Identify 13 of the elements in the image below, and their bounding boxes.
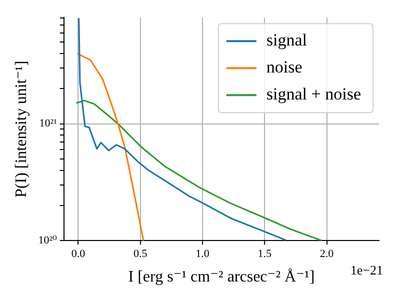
legend-label: noise [266,58,302,77]
y-tick-label: 10²⁰ [38,234,58,246]
legend-label: signal + noise [266,84,362,104]
x-tick-label: 1.0 [196,248,210,260]
y-axis-title: P(I) [intensity unit⁻¹] [12,60,30,198]
x-axis-title: I [erg s⁻¹ cm⁻² arcsec⁻² Å⁻¹] [128,268,315,286]
y-tick-label: 10²¹ [39,118,57,130]
text: 1e−21 [350,262,383,278]
x-tick-label: 2.0 [320,248,334,260]
x-tick-label: 0.0 [71,248,86,260]
legend-label: signal [266,30,308,50]
x-tick-label: 0.5 [133,248,148,260]
x-tick-label: 1.5 [258,248,272,260]
